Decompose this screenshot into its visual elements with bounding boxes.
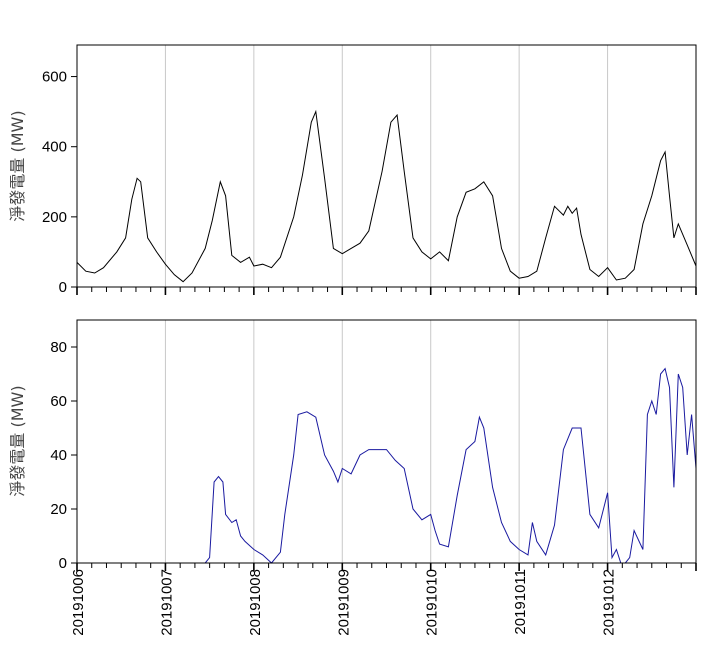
top-series-line — [76, 109, 697, 283]
bottom-y-axis-label: 淨發電量 (MW) — [8, 385, 27, 496]
bottom-x-axis: 20191006 20191007 20191008 20191009 20191010… — [70, 563, 697, 636]
y-tick-label: 60 — [50, 393, 67, 410]
x-tick-label: 20191008 — [247, 569, 264, 636]
bottom-plot-frame — [76, 319, 697, 564]
x-tick-label: 20191006 — [70, 569, 87, 636]
top-gridlines — [164, 45, 609, 287]
y-tick-label: 80 — [50, 339, 67, 356]
bottom-gridlines — [164, 320, 609, 563]
bottom-series-line — [77, 367, 697, 564]
y-tick-label: 400 — [42, 139, 67, 156]
x-tick-label: 20191012 — [601, 569, 618, 636]
y-tick-label: 0 — [59, 555, 67, 572]
top-y-axis: 0 200 400 600 — [42, 45, 78, 296]
top-panel: 0 200 400 600 淨發電量 (MW) — [8, 44, 697, 296]
y-tick-label: 40 — [50, 447, 67, 464]
x-tick-label: 20191009 — [335, 569, 352, 636]
bottom-y-axis: 0 20 40 60 80 — [50, 320, 78, 572]
x-tick-label: 20191010 — [424, 569, 441, 636]
top-plot-frame — [76, 44, 697, 288]
x-tick-label: 20191011 — [512, 569, 529, 635]
y-tick-label: 20 — [50, 501, 67, 518]
y-tick-label: 0 — [59, 279, 67, 296]
top-y-axis-label: 淨發電量 (MW) — [8, 110, 27, 221]
y-tick-label: 600 — [42, 69, 67, 86]
x-tick-label: 20191007 — [158, 569, 175, 636]
y-tick-label: 200 — [42, 209, 67, 226]
top-x-axis — [76, 287, 697, 295]
